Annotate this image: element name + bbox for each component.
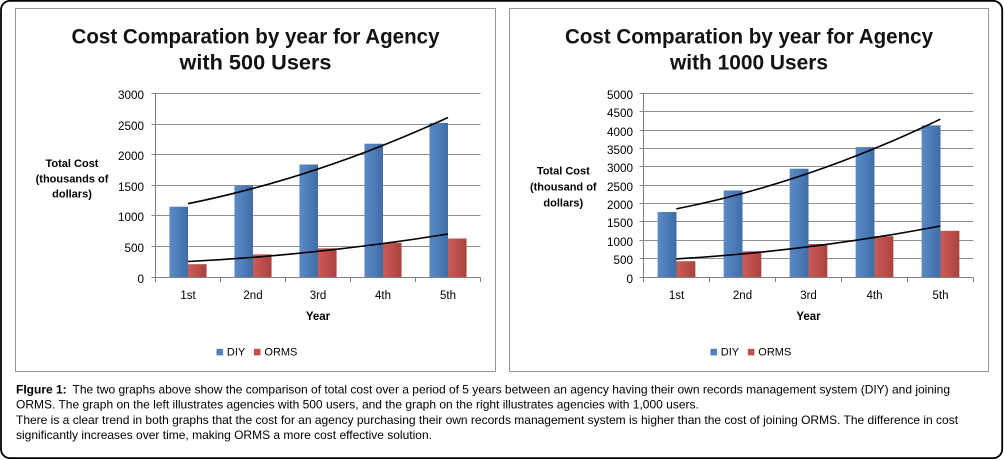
svg-text:Total Cost: Total Cost — [46, 158, 99, 170]
svg-text:dollars): dollars) — [543, 198, 583, 210]
svg-text:1000: 1000 — [607, 236, 634, 249]
svg-text:2000: 2000 — [118, 150, 145, 163]
svg-text:ORMS. The graph on the left il: ORMS. The graph on the left illustrates … — [16, 397, 699, 411]
svg-text:ORMS: ORMS — [758, 347, 791, 359]
svg-text:5th: 5th — [933, 290, 949, 302]
svg-text:FIgure 1:: FIgure 1: — [16, 383, 67, 397]
svg-text:DIY: DIY — [721, 347, 740, 359]
svg-text:dollars): dollars) — [52, 189, 92, 201]
svg-text:2nd: 2nd — [243, 290, 262, 302]
svg-text:4000: 4000 — [607, 126, 634, 139]
svg-text:5th: 5th — [440, 290, 456, 302]
svg-text:with 500 Users: with 500 Users — [178, 51, 331, 75]
svg-text:3500: 3500 — [607, 144, 634, 157]
svg-text:with 1000 Users: with 1000 Users — [669, 51, 828, 75]
svg-text:4500: 4500 — [607, 107, 634, 120]
svg-text:3rd: 3rd — [310, 290, 327, 302]
svg-text:3rd: 3rd — [800, 290, 817, 302]
svg-text:1st: 1st — [180, 290, 196, 302]
svg-text:(thousands of: (thousands of — [36, 173, 109, 185]
svg-text:4th: 4th — [867, 290, 883, 302]
svg-text:Year: Year — [796, 311, 821, 323]
svg-text:1500: 1500 — [607, 217, 634, 230]
svg-text:2nd: 2nd — [733, 290, 752, 302]
svg-text:Cost Comparation by year for A: Cost Comparation by year for Agency — [72, 25, 440, 49]
svg-text:0: 0 — [626, 273, 633, 286]
svg-text:There is a clear trend in both: There is a clear trend in both graphs th… — [16, 413, 959, 427]
svg-text:ORMS: ORMS — [264, 347, 297, 359]
svg-text:DIY: DIY — [227, 347, 246, 359]
svg-text:The two graphs above show the: The two graphs above show the comparison… — [73, 383, 951, 397]
svg-text:500: 500 — [124, 242, 144, 255]
svg-text:4th: 4th — [375, 290, 391, 302]
svg-text:3000: 3000 — [118, 89, 145, 102]
svg-text:2500: 2500 — [607, 181, 634, 194]
svg-text:significantly increases over t: significantly increases over time, makin… — [16, 428, 432, 442]
svg-text:Total Cost: Total Cost — [537, 166, 590, 178]
svg-text:0: 0 — [137, 273, 144, 286]
svg-text:5000: 5000 — [607, 89, 634, 102]
svg-text:500: 500 — [613, 254, 633, 267]
svg-text:1000: 1000 — [118, 211, 145, 224]
svg-text:1500: 1500 — [118, 181, 145, 194]
svg-text:1st: 1st — [669, 290, 685, 302]
svg-text:Year: Year — [306, 311, 331, 323]
svg-text:3000: 3000 — [607, 162, 634, 175]
svg-text:2000: 2000 — [607, 199, 634, 212]
svg-text:2500: 2500 — [118, 120, 145, 133]
svg-text:(thousand of: (thousand of — [530, 182, 597, 194]
svg-text:Cost Comparation by year for A: Cost Comparation by year for Agency — [565, 25, 933, 49]
